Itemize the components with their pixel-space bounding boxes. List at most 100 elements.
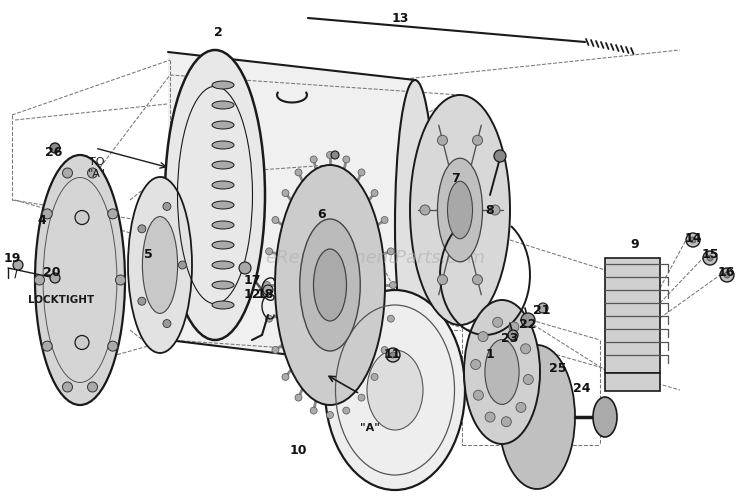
Circle shape [472,275,482,285]
Ellipse shape [593,397,617,437]
Circle shape [62,382,73,392]
Circle shape [326,411,334,418]
Text: 2: 2 [214,26,222,38]
Circle shape [34,275,44,285]
Circle shape [509,322,519,332]
Circle shape [326,152,334,158]
Circle shape [75,211,89,224]
Circle shape [538,303,548,313]
Ellipse shape [212,221,234,229]
Ellipse shape [212,261,234,269]
Text: 5: 5 [144,248,152,262]
Text: 25: 25 [549,361,567,374]
Ellipse shape [437,158,482,262]
Text: TO
"A": TO "A" [88,157,106,179]
Circle shape [478,332,488,342]
Ellipse shape [499,345,575,489]
Circle shape [266,315,273,322]
Text: 23: 23 [501,332,519,345]
Text: 21: 21 [533,303,550,317]
Ellipse shape [325,290,465,490]
Ellipse shape [35,155,125,405]
Circle shape [310,156,317,163]
Ellipse shape [212,141,234,149]
Ellipse shape [128,177,192,353]
Text: 26: 26 [45,146,63,158]
Circle shape [720,268,734,282]
Ellipse shape [485,340,519,404]
Ellipse shape [212,281,234,289]
Circle shape [437,275,448,285]
Circle shape [272,347,279,353]
Text: "A": "A" [360,423,380,433]
Circle shape [472,135,482,145]
Ellipse shape [212,301,234,309]
Ellipse shape [212,161,234,169]
Text: 22: 22 [519,319,537,332]
Ellipse shape [275,165,385,405]
Circle shape [138,225,146,233]
Ellipse shape [212,81,234,89]
Text: 14: 14 [684,231,702,244]
Ellipse shape [212,121,234,129]
Circle shape [703,251,717,265]
Circle shape [381,217,388,223]
Ellipse shape [142,217,178,313]
Text: 8: 8 [486,204,494,217]
Circle shape [266,248,273,255]
Circle shape [390,352,396,358]
Circle shape [272,217,279,223]
Text: 12: 12 [243,288,261,301]
Circle shape [490,205,500,215]
Text: 15: 15 [701,248,718,262]
Ellipse shape [212,201,234,209]
Ellipse shape [395,80,435,370]
Text: eReplacementParts.com: eReplacementParts.com [265,249,485,267]
Circle shape [371,190,378,197]
Circle shape [108,209,118,219]
Ellipse shape [212,101,234,109]
Circle shape [116,275,125,285]
Circle shape [138,297,146,305]
Circle shape [263,282,271,288]
Circle shape [381,347,388,353]
Ellipse shape [212,181,234,189]
Text: 10: 10 [290,444,307,457]
Circle shape [282,190,289,197]
Circle shape [387,315,394,322]
Circle shape [88,382,98,392]
Circle shape [387,248,394,255]
Polygon shape [605,373,660,391]
Ellipse shape [165,50,265,340]
Text: 9: 9 [631,238,639,251]
Circle shape [88,168,98,178]
Polygon shape [605,258,660,373]
Circle shape [473,390,484,400]
Circle shape [13,260,23,270]
Ellipse shape [410,95,510,325]
Circle shape [42,209,52,219]
Circle shape [437,135,448,145]
Circle shape [386,348,400,362]
Circle shape [75,336,89,349]
Ellipse shape [448,181,472,239]
Circle shape [521,313,535,327]
Circle shape [358,394,365,401]
Circle shape [420,205,430,215]
Circle shape [331,151,339,159]
Circle shape [358,169,365,176]
Circle shape [263,285,273,295]
Circle shape [501,417,512,427]
Circle shape [178,261,187,269]
Text: 6: 6 [318,209,326,221]
Circle shape [62,168,73,178]
Circle shape [471,359,481,369]
Text: 24: 24 [573,382,591,395]
Circle shape [485,412,495,422]
Circle shape [371,373,378,381]
Text: 7: 7 [451,171,459,184]
Circle shape [282,373,289,381]
Ellipse shape [300,219,360,351]
Circle shape [310,407,317,414]
Text: 1: 1 [486,348,494,361]
